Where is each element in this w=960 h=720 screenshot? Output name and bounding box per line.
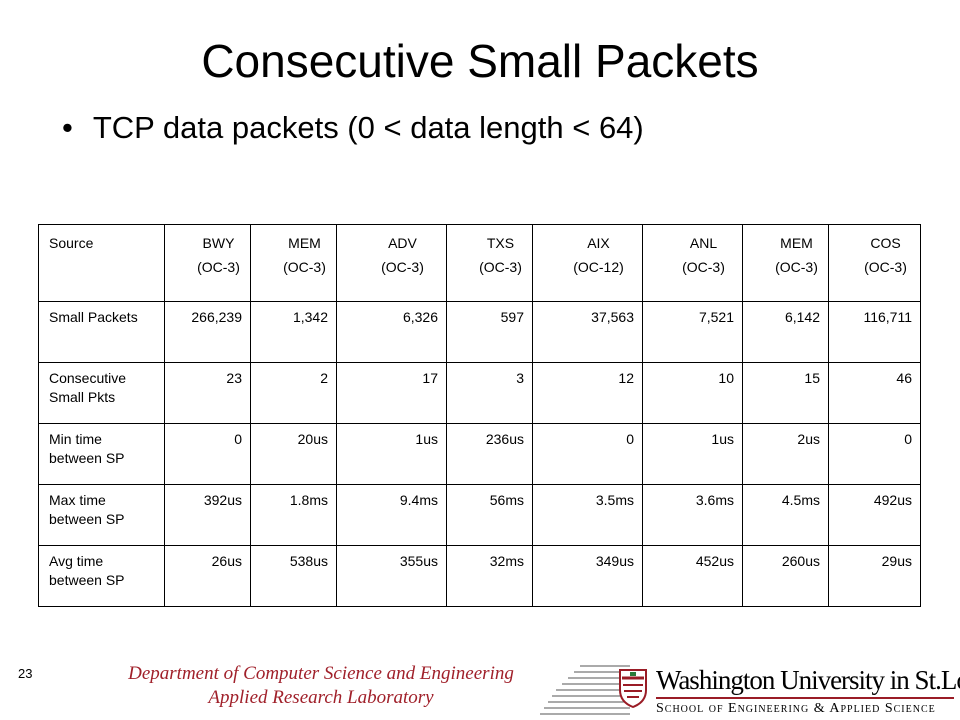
table-cell: 32ms — [446, 545, 533, 607]
table-cell: 492us — [828, 484, 921, 546]
table-row: Avg time between SP 26us 538us 355us 32m… — [38, 545, 921, 607]
row-label: Min time between SP — [38, 423, 165, 485]
table-cell: 3.6ms — [642, 484, 743, 546]
table-cell: 10 — [642, 362, 743, 424]
table-cell: 29us — [828, 545, 921, 607]
table-cell: 452us — [642, 545, 743, 607]
table-cell: 349us — [532, 545, 643, 607]
table-cell: 26us — [164, 545, 251, 607]
table-cell: 392us — [164, 484, 251, 546]
table-cell: 3.5ms — [532, 484, 643, 546]
table-cell: 3 — [446, 362, 533, 424]
table-cell: 9.4ms — [336, 484, 447, 546]
table-row: Max time between SP 392us 1.8ms 9.4ms 56… — [38, 484, 921, 546]
table-cell: 56ms — [446, 484, 533, 546]
school-name: School of Engineering & Applied Science — [656, 701, 936, 716]
header-cell: MEM (OC-3) — [250, 224, 337, 302]
table-cell: 0 — [164, 423, 251, 485]
decorative-stripes — [540, 665, 630, 715]
row-label: Small Packets — [38, 301, 165, 363]
table-cell: 116,711 — [828, 301, 921, 363]
slide-title: Consecutive Small Packets — [201, 35, 759, 87]
header-source: Source — [38, 224, 165, 302]
table-cell: 260us — [742, 545, 829, 607]
row-label: Consecutive Small Pkts — [38, 362, 165, 424]
table-row: Min time between SP 0 20us 1us 236us 0 1… — [38, 423, 921, 485]
table-cell: 236us — [446, 423, 533, 485]
table-cell: 0 — [828, 423, 921, 485]
table-cell: 4.5ms — [742, 484, 829, 546]
table-cell: 538us — [250, 545, 337, 607]
slide-number: 23 — [18, 666, 33, 681]
table-cell: 12 — [532, 362, 643, 424]
seal-icon — [619, 669, 647, 708]
table-cell: 597 — [446, 301, 533, 363]
table-header-row: Source BWY (OC-3) MEM (OC-3) ADV (OC-3) TXS… — [38, 224, 921, 302]
table-cell: 355us — [336, 545, 447, 607]
lab-name: Applied Research Laboratory — [208, 687, 434, 708]
table-cell: 6,326 — [336, 301, 447, 363]
table-row: Consecutive Small Pkts 23 2 17 3 12 10 1… — [38, 362, 921, 424]
table-cell: 37,563 — [532, 301, 643, 363]
university-logo: Washington University in St.Louis School… — [618, 665, 960, 717]
table-row: Small Packets 266,239 1,342 6,326 597 37… — [38, 301, 921, 363]
header-cell: ADV (OC-3) — [336, 224, 447, 302]
table-cell: 1,342 — [250, 301, 337, 363]
header-cell: BWY (OC-3) — [164, 224, 251, 302]
header-cell: MEM (OC-3) — [742, 224, 829, 302]
table-cell: 1.8ms — [250, 484, 337, 546]
row-label: Avg time between SP — [38, 545, 165, 607]
table-cell: 20us — [250, 423, 337, 485]
table-cell: 1us — [642, 423, 743, 485]
table-cell: 1us — [336, 423, 447, 485]
bullet-item: • TCP data packets (0 < data length < 64) — [62, 110, 644, 146]
university-name: Washington University in St.Louis — [656, 665, 960, 695]
table-cell: 15 — [742, 362, 829, 424]
table-cell: 6,142 — [742, 301, 829, 363]
table-cell: 7,521 — [642, 301, 743, 363]
table-cell: 46 — [828, 362, 921, 424]
header-cell: TXS (OC-3) — [446, 224, 533, 302]
bullet-icon: • — [62, 110, 73, 145]
department-caption: Department of Computer Science and Engin… — [86, 662, 556, 710]
header-cell: COS (OC-3) — [828, 224, 921, 302]
table-cell: 2us — [742, 423, 829, 485]
table-cell: 23 — [164, 362, 251, 424]
bullet-text: TCP data packets (0 < data length < 64) — [92, 110, 644, 145]
data-table: Source BWY (OC-3) MEM (OC-3) ADV (OC-3) TXS… — [38, 224, 921, 607]
header-cell: ANL (OC-3) — [642, 224, 743, 302]
header-cell: AIX (OC-12) — [532, 224, 643, 302]
row-label: Max time between SP — [38, 484, 165, 546]
table-cell: 17 — [336, 362, 447, 424]
table-cell: 0 — [532, 423, 643, 485]
table-cell: 2 — [250, 362, 337, 424]
department-name: Department of Computer Science and Engin… — [128, 663, 514, 684]
table-cell: 266,239 — [164, 301, 251, 363]
logo-divider — [656, 697, 954, 699]
